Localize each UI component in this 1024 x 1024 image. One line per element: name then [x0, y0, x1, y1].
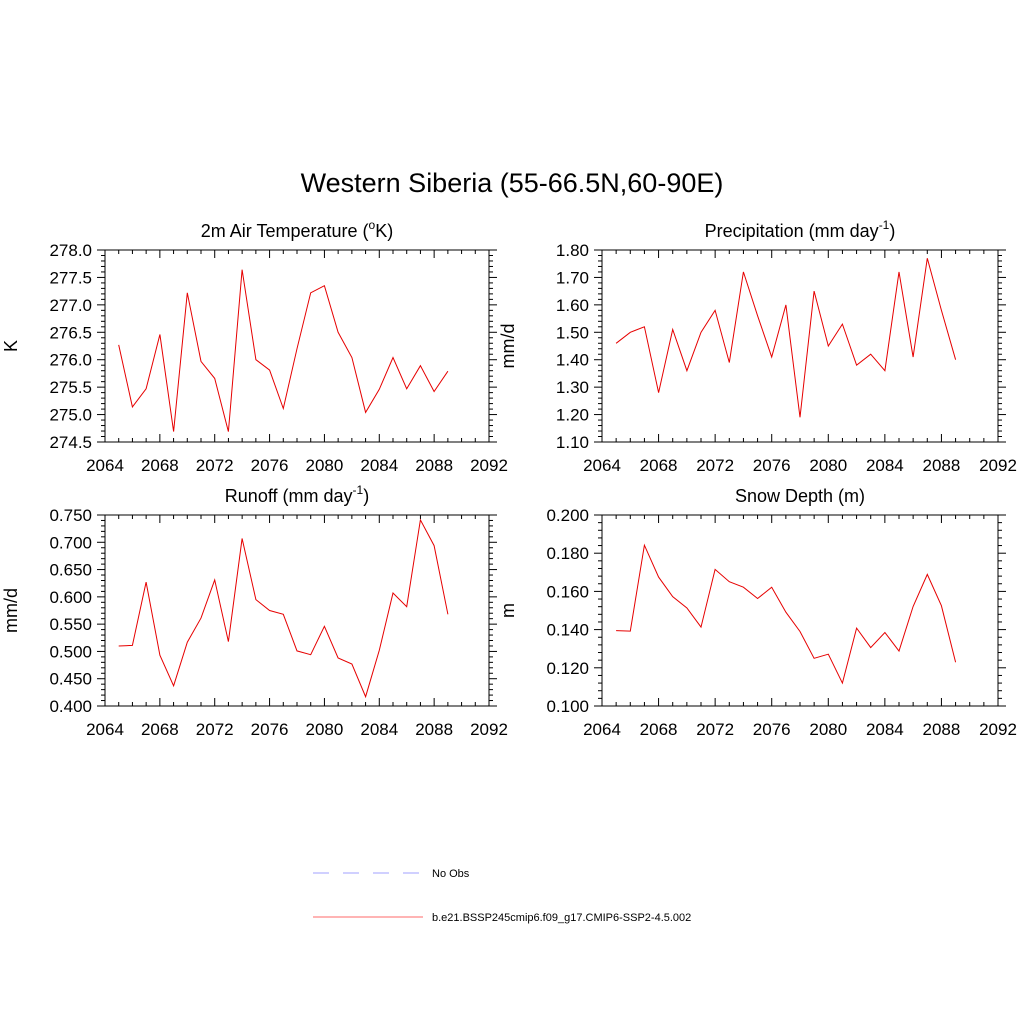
y-tick-label: 277.5	[49, 268, 92, 287]
y-axis-label: m	[498, 603, 518, 618]
x-tick-label: 2068	[640, 456, 678, 475]
x-tick-label: 2080	[809, 456, 847, 475]
legend-label: b.e21.BSSP245cmip6.f09_g17.CMIP6-SSP2-4.…	[432, 912, 691, 924]
y-tick-label: 1.80	[556, 241, 589, 260]
series-line	[118, 269, 449, 432]
x-tick-label: 2088	[923, 456, 961, 475]
series-line	[616, 543, 957, 685]
y-tick-label: 0.400	[49, 697, 92, 716]
plot-frame	[104, 249, 490, 443]
x-tick-label: 2092	[979, 456, 1017, 475]
series-line	[118, 518, 449, 699]
panel-1: 2064 2068 2072 2076 2080 2084 2088 2092 274.5 275…	[1, 218, 508, 475]
x-tick-label: 2076	[251, 720, 289, 739]
x-tick-label: 2084	[360, 456, 398, 475]
plot-frame	[601, 514, 999, 707]
x-tick-label: 2088	[415, 720, 453, 739]
y-tick-label: 1.10	[556, 433, 589, 452]
x-tick-label: 2076	[251, 456, 289, 475]
x-tick-label: 2080	[306, 456, 344, 475]
page-title: Western Siberia (55-66.5N,60-90E)	[300, 168, 724, 198]
x-tick-label: 2064	[86, 456, 124, 475]
x-tick-label: 2072	[196, 720, 234, 739]
x-tick-label: 2088	[415, 456, 453, 475]
x-tick-label: 2076	[753, 720, 791, 739]
x-tick-label: 2084	[866, 456, 904, 475]
y-tick-label: 1.60	[556, 296, 589, 315]
x-tick-label: 2068	[640, 720, 678, 739]
y-axis-label: mm/d	[1, 588, 21, 633]
y-tick-label: 0.650	[49, 561, 92, 580]
y-tick-label: 1.50	[556, 323, 589, 342]
x-tick-label: 2076	[753, 456, 791, 475]
y-tick-label: 275.5	[49, 378, 92, 397]
y-tick-label: 0.700	[49, 533, 92, 552]
y-tick-label: 0.200	[546, 506, 589, 525]
x-tick-label: 2064	[583, 456, 621, 475]
y-tick-label: 278.0	[49, 241, 92, 260]
series-line	[615, 258, 957, 418]
x-tick-label: 2084	[866, 720, 904, 739]
y-tick-label: 0.100	[546, 697, 589, 716]
panel-title: Snow Depth (m)	[735, 486, 865, 506]
panel-title: Precipitation (mm day-1)	[705, 218, 896, 241]
panel-2: 2064 2068 2072 2076 2080 2084 2088 2092 1.10 1.20…	[498, 218, 1017, 475]
y-tick-label: 276.0	[49, 351, 92, 370]
y-tick-label: 274.5	[49, 433, 92, 452]
panel-4: 2064 2068 2072 2076 2080 2084 2088 2092 0.100 0.1…	[498, 486, 1017, 739]
x-tick-label: 2072	[696, 720, 734, 739]
y-tick-label: 1.70	[556, 268, 589, 287]
x-tick-label: 2088	[923, 720, 961, 739]
panel-title: Runoff (mm day-1)	[225, 483, 369, 506]
plot-frame	[104, 514, 490, 707]
y-tick-label: 0.550	[49, 615, 92, 634]
panel-3: 2064 2068 2072 2076 2080 2084 2088 2092 0.400 0.4…	[1, 483, 508, 739]
y-tick-label: 0.750	[49, 506, 92, 525]
x-tick-label: 2092	[470, 456, 508, 475]
x-tick-label: 2064	[583, 720, 621, 739]
y-axis-label: mm/d	[498, 324, 518, 369]
y-tick-label: 0.140	[546, 621, 589, 640]
y-tick-label: 0.160	[546, 582, 589, 601]
x-tick-label: 2092	[979, 720, 1017, 739]
y-tick-label: 0.500	[49, 642, 92, 661]
x-tick-label: 2080	[809, 720, 847, 739]
y-axis-label: K	[1, 340, 21, 352]
y-tick-label: 0.120	[546, 659, 589, 678]
y-tick-label: 1.40	[556, 351, 589, 370]
x-tick-label: 2068	[141, 456, 179, 475]
y-tick-label: 276.5	[49, 323, 92, 342]
x-tick-label: 2092	[470, 720, 508, 739]
y-tick-label: 277.0	[49, 296, 92, 315]
y-tick-label: 1.30	[556, 378, 589, 397]
x-tick-label: 2064	[86, 720, 124, 739]
x-tick-label: 2068	[141, 720, 179, 739]
x-tick-label: 2084	[360, 720, 398, 739]
x-tick-label: 2072	[196, 456, 234, 475]
y-tick-label: 0.180	[546, 544, 589, 563]
x-tick-label: 2080	[306, 720, 344, 739]
legend-label: No Obs	[432, 868, 470, 880]
panel-title: 2m Air Temperature (oK)	[201, 218, 393, 241]
y-tick-label: 0.450	[49, 670, 92, 689]
y-tick-label: 275.0	[49, 406, 92, 425]
y-tick-label: 1.20	[556, 406, 589, 425]
x-tick-label: 2072	[696, 456, 734, 475]
y-tick-label: 0.600	[49, 588, 92, 607]
legend: No Obs b.e21.BSSP245cmip6.f09_g17.CMIP6-S…	[313, 868, 691, 924]
